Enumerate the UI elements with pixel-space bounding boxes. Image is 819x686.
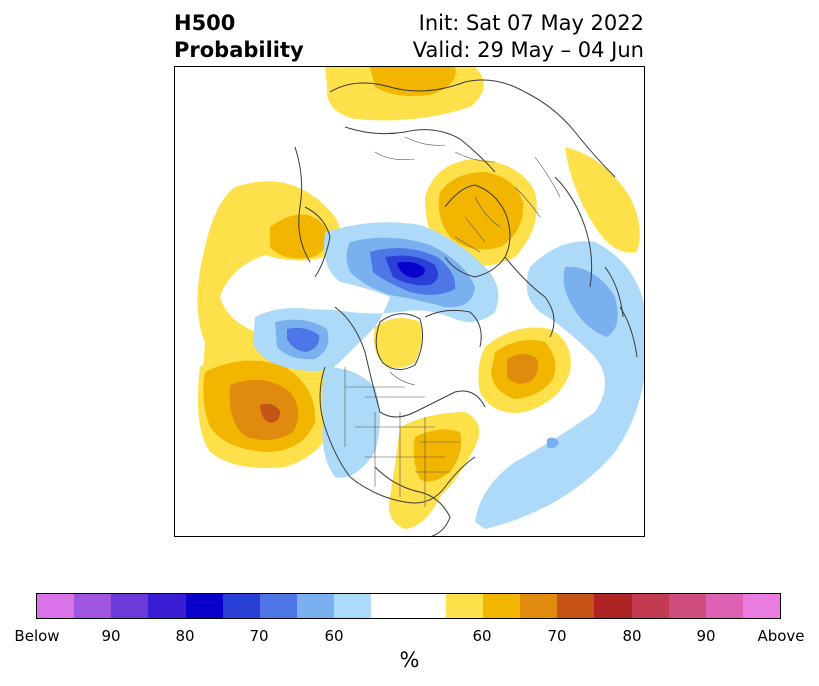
colorbar-tick-label: 80	[622, 627, 642, 645]
colorbar-tick-label: Above	[757, 627, 805, 645]
colorbar-swatch	[631, 594, 669, 618]
colorbar-tick-label: 90	[101, 627, 121, 645]
init-label: Init: Sat 07 May 2022	[418, 11, 644, 35]
colorbar-tick-label: 90	[696, 627, 716, 645]
colorbar-swatch	[297, 594, 335, 618]
above-region-east-asia	[565, 147, 640, 253]
colorbar-tick-label: 80	[175, 627, 195, 645]
above-region-siberia-top-core	[370, 67, 456, 96]
colorbar-swatch	[408, 594, 446, 618]
product-label: Probability	[174, 38, 304, 62]
colorbar-unit: %	[399, 648, 420, 672]
colorbar-tick-label: 70	[249, 627, 269, 645]
colorbar-swatch	[37, 594, 75, 618]
coastlines	[294, 79, 638, 536]
above-region-atlantic-80	[507, 354, 539, 384]
probability-map	[174, 66, 645, 537]
below-region-central-max	[397, 261, 425, 278]
country-borders	[344, 136, 561, 507]
below-region-east-70	[563, 266, 618, 337]
above-region-russia-core	[438, 172, 524, 250]
colorbar-swatch	[742, 594, 781, 618]
colorbar-labels: Below 90 80 70 60 60 70 80 90 Above	[0, 627, 819, 647]
colorbar-swatch	[222, 594, 260, 618]
colorbar-swatch	[371, 594, 409, 618]
colorbar-swatch	[520, 594, 558, 618]
colorbar-swatch	[557, 594, 595, 618]
map-title-left: H500 Probability	[174, 10, 304, 64]
colorbar-swatch	[111, 594, 149, 618]
colorbar-swatch	[74, 594, 112, 618]
above-region-greenland	[373, 318, 422, 368]
below-region-east-dot	[547, 437, 559, 449]
above-region-west-arc-core	[270, 214, 329, 259]
colorbar	[36, 593, 781, 619]
colorbar-swatch	[705, 594, 743, 618]
colorbar-swatch	[445, 594, 483, 618]
colorbar-swatch	[148, 594, 186, 618]
colorbar-swatch	[668, 594, 706, 618]
map-title-right: Init: Sat 07 May 2022 Valid: 29 May – 04…	[413, 10, 644, 64]
above-region-pacific-90	[260, 403, 281, 423]
below-region-western-us	[322, 367, 380, 478]
valid-label: Valid: 29 May – 04 Jun	[412, 38, 644, 62]
colorbar-swatch	[482, 594, 521, 618]
colorbar-swatch	[185, 594, 223, 618]
above-region-eastern-us-core	[413, 429, 462, 482]
colorbar-swatch	[259, 594, 298, 618]
colorbar-tick-label: Below	[14, 627, 60, 645]
colorbar-swatch	[594, 594, 632, 618]
colorbar-tick-label: 70	[547, 627, 567, 645]
below-region-west-80	[287, 327, 320, 352]
colorbar-tick-label: 60	[472, 627, 492, 645]
colorbar-swatch	[334, 594, 372, 618]
colorbar-tick-label: 60	[324, 627, 344, 645]
field-label: H500	[174, 11, 236, 35]
map-canvas	[175, 67, 644, 536]
